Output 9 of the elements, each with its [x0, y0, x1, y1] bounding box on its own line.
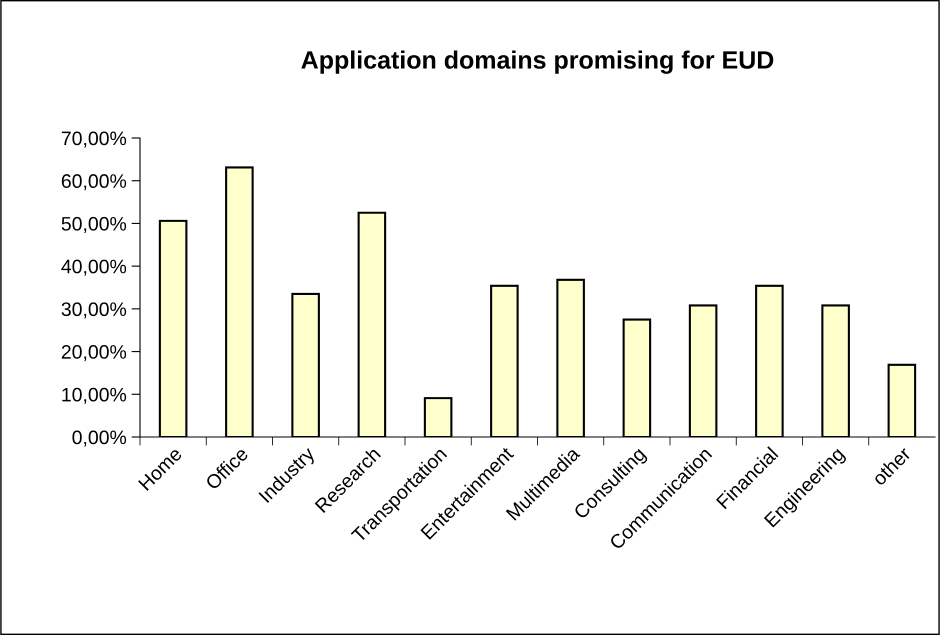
y-tick-label: 70,00%	[62, 131, 126, 148]
y-tick-label: 0,00%	[72, 430, 126, 447]
y-tick-label: 50,00%	[62, 216, 126, 233]
y-tick-label: 10,00%	[62, 388, 126, 404]
chart-title: Application domains promising for EUD	[301, 50, 774, 74]
y-tick-label: 20,00%	[62, 345, 126, 362]
y-tick-label: 40,00%	[61, 260, 126, 276]
y-tick-label: 30,00%	[62, 302, 126, 318]
y-tick-label: 60,00%	[62, 174, 126, 190]
